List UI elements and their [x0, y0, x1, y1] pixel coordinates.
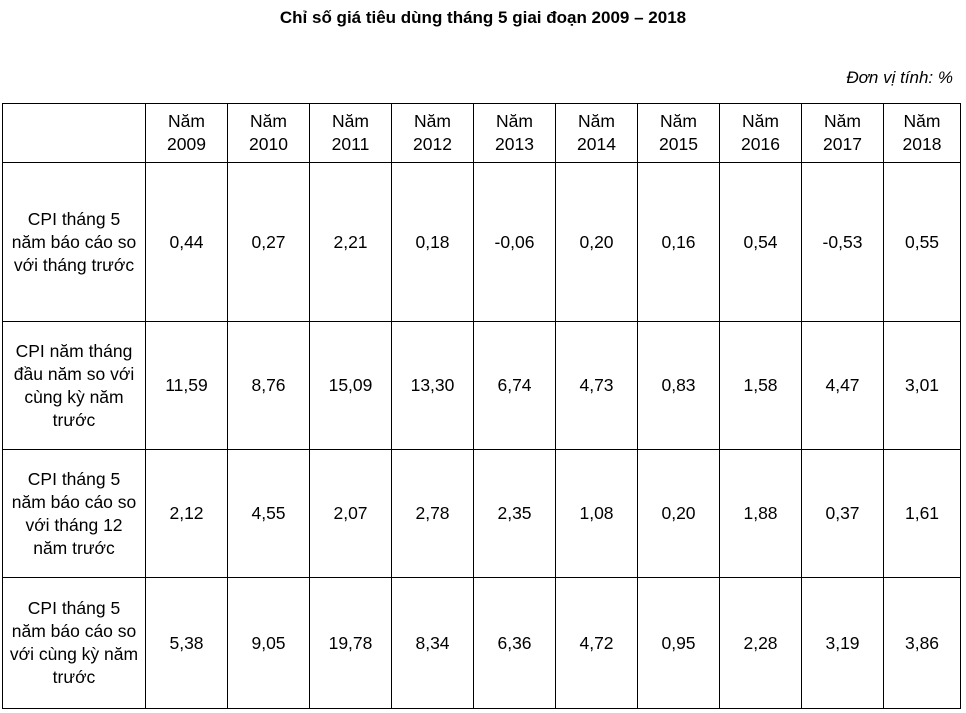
- year-header: Năm 2012: [391, 103, 474, 163]
- value-cell: 0,95: [637, 577, 720, 709]
- row-label: CPI tháng 5 năm báo cáo so với tháng trư…: [2, 162, 146, 322]
- value-cell: 8,34: [391, 577, 474, 709]
- value-cell: 9,05: [227, 577, 310, 709]
- year-label: 2018: [902, 134, 942, 154]
- year-prefix: Năm: [903, 111, 941, 131]
- year-header: Năm 2017: [801, 103, 884, 163]
- row-label: CPI tháng 5 năm báo cáo so với cùng kỳ n…: [2, 577, 146, 709]
- value-cell: 1,58: [719, 321, 802, 450]
- value-cell: 11,59: [145, 321, 228, 450]
- year-header: Năm 2014: [555, 103, 638, 163]
- value-cell: 2,35: [473, 449, 556, 578]
- year-header: Năm 2010: [227, 103, 310, 163]
- year-label: 2017: [823, 134, 862, 154]
- value-cell: 0,20: [637, 449, 720, 578]
- value-cell: 8,76: [227, 321, 310, 450]
- year-label: 2015: [659, 134, 698, 154]
- value-cell: 0,20: [555, 162, 638, 322]
- table-row: CPI năm tháng đầu năm so với cùng kỳ năm…: [2, 321, 961, 450]
- value-cell: 13,30: [391, 321, 474, 450]
- value-cell: 3,86: [883, 577, 961, 709]
- year-label: 2012: [413, 134, 452, 154]
- value-cell: 0,44: [145, 162, 228, 322]
- year-label: 2011: [331, 134, 370, 154]
- value-cell: -0,06: [473, 162, 556, 322]
- value-cell: 2,78: [391, 449, 474, 578]
- value-cell: 6,36: [473, 577, 556, 709]
- value-cell: 6,74: [473, 321, 556, 450]
- value-cell: 1,88: [719, 449, 802, 578]
- year-prefix: Năm: [250, 111, 287, 131]
- year-prefix: Năm: [414, 111, 451, 131]
- year-label: 2009: [167, 134, 206, 154]
- year-header: Năm 2009: [145, 103, 228, 163]
- year-label: 2014: [577, 134, 616, 154]
- year-header: Năm 2018: [883, 103, 961, 163]
- value-cell: 2,21: [309, 162, 392, 322]
- year-prefix: Năm: [742, 111, 779, 131]
- year-label: 2013: [495, 134, 534, 154]
- value-cell: 5,38: [145, 577, 228, 709]
- unit-note: Đơn vị tính: %: [846, 68, 953, 87]
- value-cell: 1,61: [883, 449, 961, 578]
- value-cell: 4,72: [555, 577, 638, 709]
- row-label: CPI tháng 5 năm báo cáo so với tháng 12 …: [2, 449, 146, 578]
- table-header-row: Năm 2009 Năm 2010 Năm 2011 Năm 2012 Năm 2013 …: [2, 103, 961, 163]
- value-cell: 0,27: [227, 162, 310, 322]
- value-cell: -0,53: [801, 162, 884, 322]
- value-cell: 2,12: [145, 449, 228, 578]
- year-label: 2010: [249, 134, 288, 154]
- year-prefix: Năm: [168, 111, 205, 131]
- value-cell: 1,08: [555, 449, 638, 578]
- value-cell: 4,55: [227, 449, 310, 578]
- year-prefix: Năm: [824, 111, 861, 131]
- value-cell: 0,18: [391, 162, 474, 322]
- year-prefix: Năm: [332, 111, 369, 131]
- value-cell: 2,28: [719, 577, 802, 709]
- value-cell: 4,73: [555, 321, 638, 450]
- table-row: CPI tháng 5 năm báo cáo so với cùng kỳ n…: [2, 577, 961, 709]
- value-cell: 0,37: [801, 449, 884, 578]
- value-cell: 15,09: [309, 321, 392, 450]
- table-row: CPI tháng 5 năm báo cáo so với tháng 12 …: [2, 449, 961, 578]
- year-label: 2016: [741, 134, 780, 154]
- page-title: Chỉ số giá tiêu dùng tháng 5 giai đoạn 2…: [279, 8, 687, 27]
- value-cell: 0,16: [637, 162, 720, 322]
- year-prefix: Năm: [578, 111, 615, 131]
- value-cell: 0,83: [637, 321, 720, 450]
- value-cell: 3,19: [801, 577, 884, 709]
- value-cell: 3,01: [883, 321, 961, 450]
- value-cell: 4,47: [801, 321, 884, 450]
- value-cell: 19,78: [309, 577, 392, 709]
- year-header: Năm 2016: [719, 103, 802, 163]
- year-prefix: Năm: [660, 111, 697, 131]
- year-header: Năm 2011: [309, 103, 392, 163]
- row-label: CPI năm tháng đầu năm so với cùng kỳ năm…: [2, 321, 146, 450]
- table-row: CPI tháng 5 năm báo cáo so với tháng trư…: [2, 162, 961, 322]
- value-cell: 0,55: [883, 162, 961, 322]
- value-cell: 0,54: [719, 162, 802, 322]
- year-prefix: Năm: [496, 111, 533, 131]
- value-cell: 2,07: [309, 449, 392, 578]
- year-header: Năm 2013: [473, 103, 556, 163]
- cpi-table: Năm 2009 Năm 2010 Năm 2011 Năm 2012 Năm 2013 …: [2, 103, 961, 709]
- year-header: Năm 2015: [637, 103, 720, 163]
- corner-cell: [2, 103, 146, 163]
